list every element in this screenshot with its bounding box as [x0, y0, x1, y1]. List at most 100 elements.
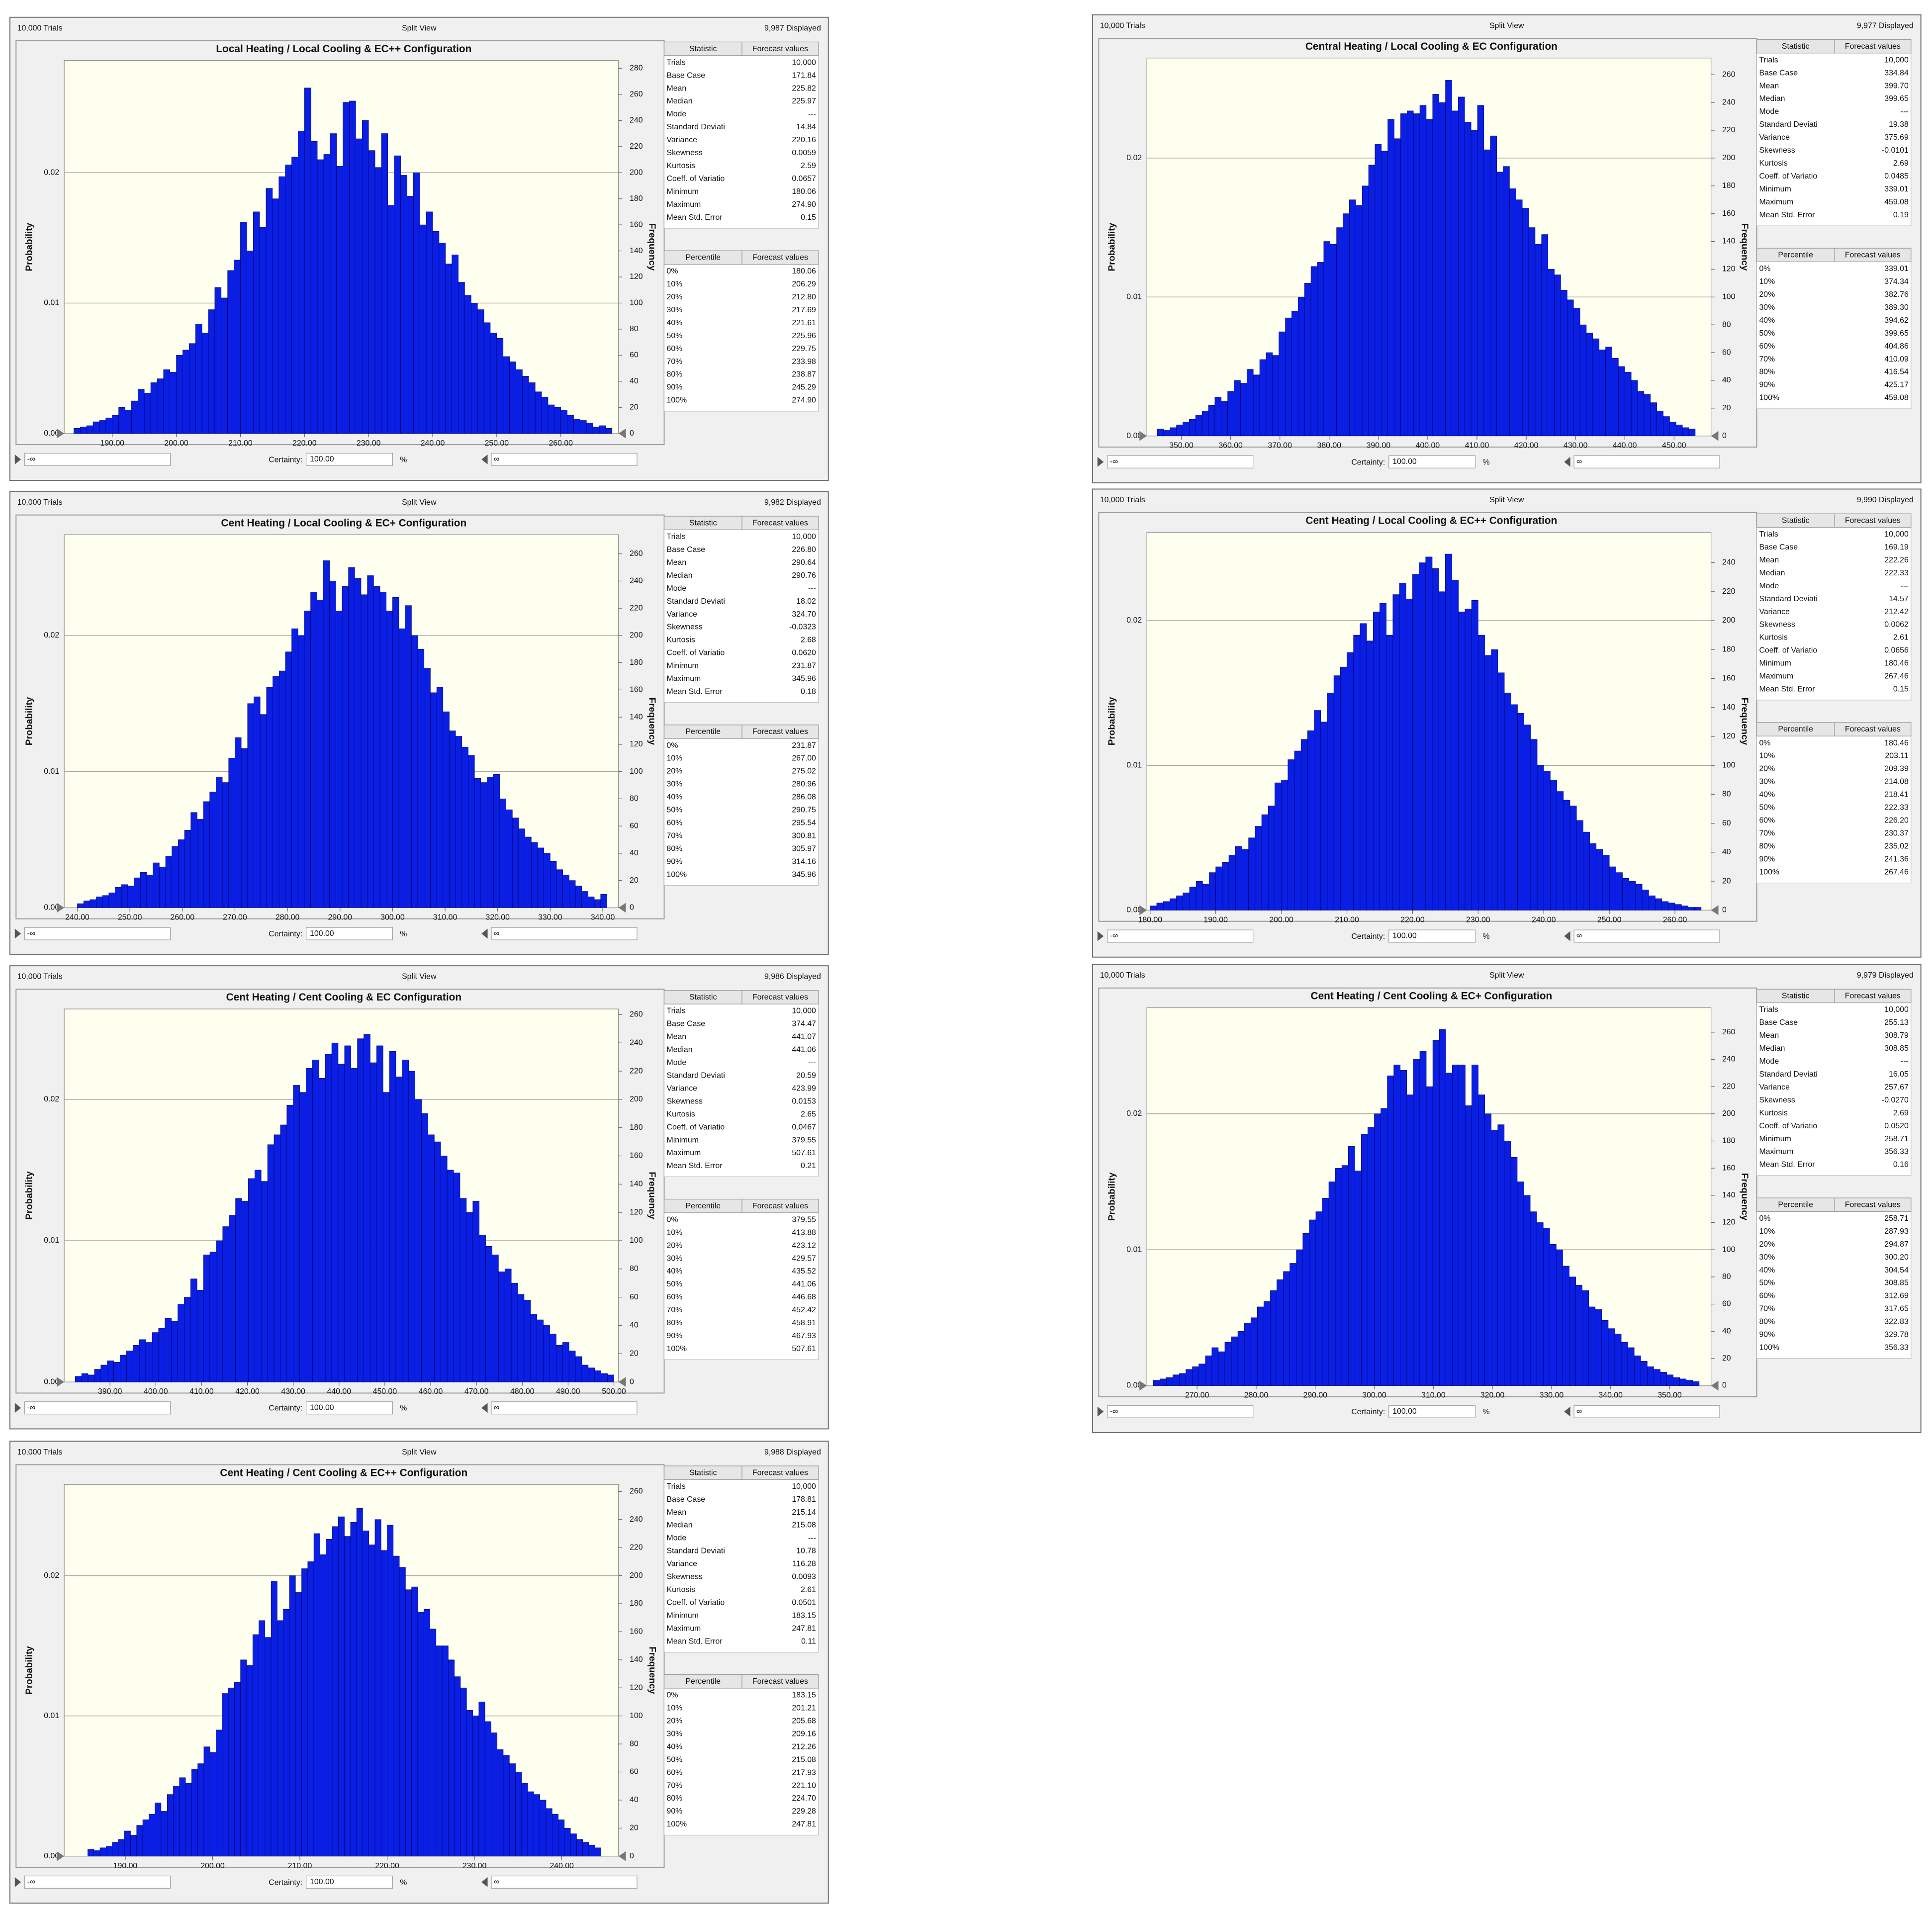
histogram-bar: [1192, 1366, 1199, 1386]
statistics-value: 2.69: [1893, 159, 1909, 168]
histogram-bar: [1361, 1134, 1368, 1386]
upper-grabber[interactable]: [481, 928, 488, 939]
histogram-bar: [1250, 1317, 1258, 1386]
range-grabber[interactable]: [57, 903, 65, 913]
histogram-bar: [1478, 1094, 1485, 1386]
range-grabber[interactable]: [618, 1377, 626, 1387]
histogram-bar: [506, 810, 513, 908]
percentiles-label: 50%: [667, 1280, 683, 1288]
histogram-bar: [1660, 1371, 1667, 1386]
y2-tick-label: 220: [630, 1067, 643, 1075]
range-grabber[interactable]: [57, 428, 65, 439]
histogram-bar: [184, 830, 191, 908]
statistics-label: Base Case: [1759, 69, 1798, 77]
histogram-bar: [124, 1830, 131, 1857]
histogram-bar: [468, 755, 475, 908]
upper-grabber[interactable]: [1564, 931, 1570, 941]
x-tick-label: 410.00: [189, 1387, 214, 1396]
histogram-bar: [176, 355, 183, 434]
range-grabber[interactable]: [57, 1851, 65, 1861]
upper-bound-input[interactable]: [491, 1875, 638, 1889]
percentiles-label: 20%: [1759, 765, 1775, 773]
statistics-value: -0.0101: [1882, 146, 1909, 155]
lower-bound-input[interactable]: [1107, 455, 1254, 468]
range-grabber[interactable]: [57, 1377, 65, 1387]
y2-tick-label: 140: [630, 1655, 643, 1664]
histogram-bar: [1240, 383, 1247, 436]
lower-grabber[interactable]: [14, 454, 21, 464]
percentiles-label: 90%: [1759, 1331, 1775, 1339]
upper-bound-input[interactable]: [491, 927, 638, 940]
range-grabber[interactable]: [1711, 431, 1719, 441]
histogram-bar: [1490, 135, 1497, 436]
lower-bound-input[interactable]: [24, 927, 171, 940]
y2-tick-label: 40: [630, 849, 639, 857]
lower-bound-input[interactable]: [24, 1401, 171, 1415]
lower-grabber[interactable]: [1097, 456, 1104, 467]
histogram-bar: [355, 578, 362, 908]
upper-bound-input[interactable]: [1573, 1405, 1720, 1418]
percentiles-value: 304.54: [1884, 1266, 1909, 1275]
histogram-bar: [1237, 1331, 1245, 1386]
histogram-bar: [393, 1555, 400, 1857]
upper-grabber[interactable]: [1564, 1406, 1570, 1417]
x-tick-label: 200.00: [1269, 915, 1293, 924]
lower-grabber[interactable]: [14, 1877, 21, 1887]
statistics-value: 399.70: [1884, 82, 1909, 90]
histogram-bar: [1563, 800, 1570, 911]
upper-bound-input[interactable]: [1573, 929, 1720, 943]
histogram-bar: [1688, 907, 1695, 911]
y2-tick-label: 60: [630, 1768, 639, 1776]
range-grabber[interactable]: [1711, 1380, 1719, 1391]
certainty-input[interactable]: [306, 1875, 393, 1889]
percentiles-value: 224.70: [792, 1794, 816, 1803]
certainty-input[interactable]: [1388, 455, 1476, 468]
histogram-bar: [150, 382, 158, 434]
statistics-body: [663, 41, 819, 229]
lower-grabber[interactable]: [1097, 931, 1104, 941]
lower-bound-input[interactable]: [24, 1875, 171, 1889]
statistics-label: Kurtosis: [1759, 1109, 1787, 1117]
range-grabber[interactable]: [1139, 431, 1147, 441]
range-grabber[interactable]: [618, 1851, 626, 1861]
histogram-bar: [254, 1170, 262, 1382]
y2-axis-title: Frequency: [647, 1646, 658, 1694]
lower-grabber[interactable]: [1097, 1406, 1104, 1417]
lower-bound-input[interactable]: [1107, 1405, 1254, 1418]
lower-grabber[interactable]: [14, 1403, 21, 1413]
range-grabber[interactable]: [618, 903, 626, 913]
upper-bound-input[interactable]: [491, 1401, 638, 1415]
statistics-label: Trials: [667, 533, 686, 541]
percentiles-value: 339.01: [1884, 265, 1909, 273]
range-grabber[interactable]: [1139, 1380, 1147, 1391]
lower-grabber[interactable]: [14, 928, 21, 939]
lower-bound-input[interactable]: [24, 453, 171, 466]
certainty-input[interactable]: [1388, 929, 1476, 943]
certainty-input[interactable]: [1388, 1405, 1476, 1418]
histogram-bar: [395, 1077, 403, 1382]
range-grabber[interactable]: [618, 428, 626, 439]
histogram-bar: [1157, 429, 1164, 436]
upper-grabber[interactable]: [1564, 456, 1570, 467]
y2-tick-label: 160: [1722, 209, 1736, 218]
certainty-input[interactable]: [306, 927, 393, 940]
range-grabber[interactable]: [1139, 905, 1147, 915]
upper-grabber[interactable]: [481, 454, 488, 464]
upper-bound-input[interactable]: [1573, 455, 1720, 468]
histogram-bar: [1663, 416, 1670, 436]
upper-grabber[interactable]: [481, 1403, 488, 1413]
percentiles-value: 290.75: [792, 806, 816, 815]
statistics-label: Standard Deviati: [667, 1547, 725, 1555]
upper-grabber[interactable]: [481, 1877, 488, 1887]
upper-bound-input[interactable]: [491, 453, 638, 466]
certainty-input[interactable]: [306, 453, 393, 466]
lower-bound-input[interactable]: [1107, 929, 1254, 943]
histogram-bar: [121, 884, 128, 908]
statistics-value: 0.15: [801, 213, 816, 222]
histogram-bar: [560, 410, 567, 434]
range-grabber[interactable]: [1711, 905, 1719, 915]
certainty-input[interactable]: [306, 1401, 393, 1415]
histogram-bar: [1366, 640, 1374, 911]
statistics-label: Minimum: [667, 1136, 699, 1144]
certainty-unit: %: [400, 1878, 407, 1887]
